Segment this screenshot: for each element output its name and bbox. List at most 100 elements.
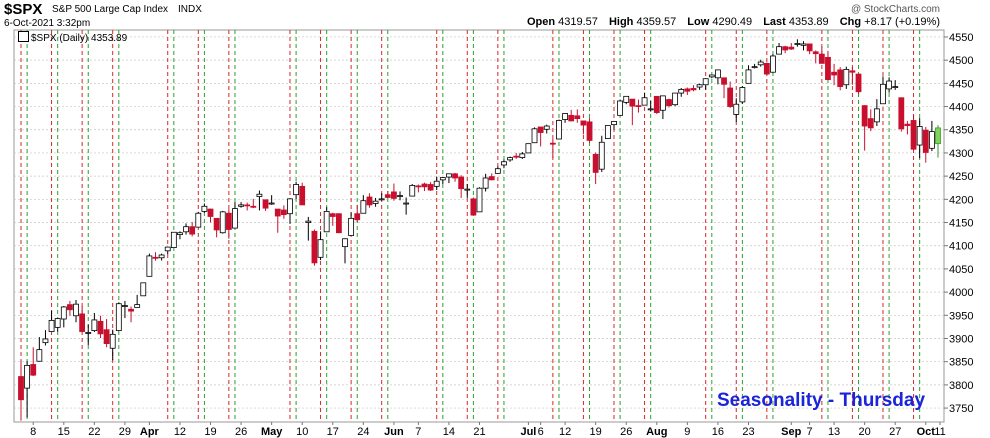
candle-body bbox=[715, 69, 721, 79]
candle-body bbox=[427, 184, 434, 191]
candle-body bbox=[641, 97, 648, 106]
candle-body bbox=[794, 43, 801, 45]
x-tick-label: May bbox=[261, 426, 283, 438]
candle-body bbox=[183, 226, 189, 233]
x-tick-label: Apr bbox=[140, 426, 160, 438]
plot-frame bbox=[13, 29, 945, 423]
candle-body bbox=[354, 213, 361, 221]
x-tick-label: Aug bbox=[646, 426, 667, 438]
chart-source-credit: @ StockCharts.com bbox=[850, 4, 940, 15]
candle-body bbox=[751, 66, 758, 69]
y-tick-label: 4250 bbox=[949, 171, 973, 183]
y-tick-label: 4150 bbox=[949, 218, 973, 230]
candle-body bbox=[562, 113, 568, 120]
candle-body bbox=[391, 191, 397, 199]
ohlc-value: 4353.89 bbox=[788, 16, 829, 28]
candle-body bbox=[519, 153, 526, 158]
candle-body bbox=[452, 173, 458, 179]
legend-swatch bbox=[18, 31, 29, 42]
candle-body bbox=[580, 120, 587, 126]
candle-body bbox=[360, 200, 367, 214]
candle-body bbox=[501, 161, 507, 166]
candle-body bbox=[476, 187, 483, 213]
candle-body bbox=[348, 217, 355, 236]
candle-body bbox=[146, 255, 153, 277]
candle-body bbox=[910, 120, 917, 150]
candle-body bbox=[238, 204, 244, 207]
y-tick-label: 4100 bbox=[949, 241, 973, 253]
candle-body bbox=[690, 88, 697, 91]
candle-body bbox=[763, 63, 770, 75]
x-tick-label: 14 bbox=[443, 426, 455, 438]
candle-body bbox=[219, 211, 226, 234]
candle-body bbox=[757, 61, 764, 66]
candle-body bbox=[103, 329, 110, 344]
candle-body bbox=[207, 208, 214, 217]
candle-body bbox=[708, 74, 715, 78]
candle-body bbox=[702, 78, 709, 86]
candle-body bbox=[788, 46, 795, 50]
y-tick-label: 3900 bbox=[949, 333, 973, 345]
candle-body bbox=[170, 231, 177, 248]
candle-body bbox=[421, 183, 428, 188]
candle-body bbox=[721, 77, 727, 85]
chart-symbol: $SPX bbox=[4, 1, 43, 18]
candle-body bbox=[54, 318, 61, 328]
candle-body bbox=[488, 176, 495, 181]
candle-body bbox=[293, 184, 300, 196]
x-tick-label: 20 bbox=[859, 426, 871, 438]
candle-body bbox=[91, 319, 98, 332]
x-tick-label: Jun bbox=[384, 426, 404, 438]
candle-body bbox=[776, 46, 782, 55]
candle-body bbox=[397, 195, 403, 198]
candle-body bbox=[274, 208, 281, 217]
candle-body bbox=[18, 376, 24, 401]
candle-body bbox=[189, 226, 196, 235]
candle-body bbox=[855, 73, 862, 93]
candle-body bbox=[574, 115, 581, 120]
x-tick-label: 24 bbox=[357, 426, 369, 438]
candle-body bbox=[97, 320, 104, 335]
x-tick-label: 8 bbox=[30, 426, 36, 438]
candle-body bbox=[287, 198, 293, 215]
y-tick-label: 4200 bbox=[949, 194, 973, 206]
candle-body bbox=[201, 205, 208, 212]
ohlc-label: Last bbox=[763, 16, 786, 28]
candle-body bbox=[647, 108, 654, 111]
candle-body bbox=[684, 88, 691, 92]
candle-body bbox=[317, 239, 324, 258]
candle-body bbox=[372, 200, 379, 204]
candle-body bbox=[861, 105, 868, 127]
candle-body bbox=[232, 208, 238, 229]
candle-layer bbox=[18, 39, 941, 421]
x-tick-label: 6 bbox=[538, 426, 544, 438]
x-tick-label: 15 bbox=[58, 426, 70, 438]
candle-body bbox=[935, 127, 941, 145]
candle-body bbox=[770, 55, 776, 73]
candle-body bbox=[831, 71, 837, 76]
candle-body bbox=[122, 305, 128, 307]
x-tick-label: 19 bbox=[590, 426, 602, 438]
legend-label: $SPX (Daily) 4353.89 bbox=[31, 33, 128, 44]
y-tick-label: 4050 bbox=[949, 264, 973, 276]
candle-body bbox=[42, 338, 49, 344]
candle-body bbox=[299, 185, 306, 206]
candle-body bbox=[494, 168, 501, 174]
candle-body bbox=[36, 349, 43, 362]
candle-body bbox=[617, 100, 624, 116]
candle-body bbox=[604, 125, 611, 139]
x-tick-label: 13 bbox=[828, 426, 840, 438]
y-tick-label: 4350 bbox=[949, 125, 973, 137]
series-legend: $SPX (Daily) 4353.89 bbox=[18, 31, 127, 44]
ohlc-label: Low bbox=[687, 16, 710, 28]
candle-body bbox=[85, 332, 92, 334]
candle-body bbox=[672, 92, 679, 106]
x-tick-label: Jul bbox=[520, 426, 536, 438]
candle-body bbox=[598, 141, 605, 170]
candle-body bbox=[335, 213, 342, 234]
candle-body bbox=[739, 87, 746, 103]
ohlc-label: Chg bbox=[839, 16, 862, 28]
candle-body bbox=[195, 212, 202, 228]
candle-body bbox=[158, 254, 165, 259]
